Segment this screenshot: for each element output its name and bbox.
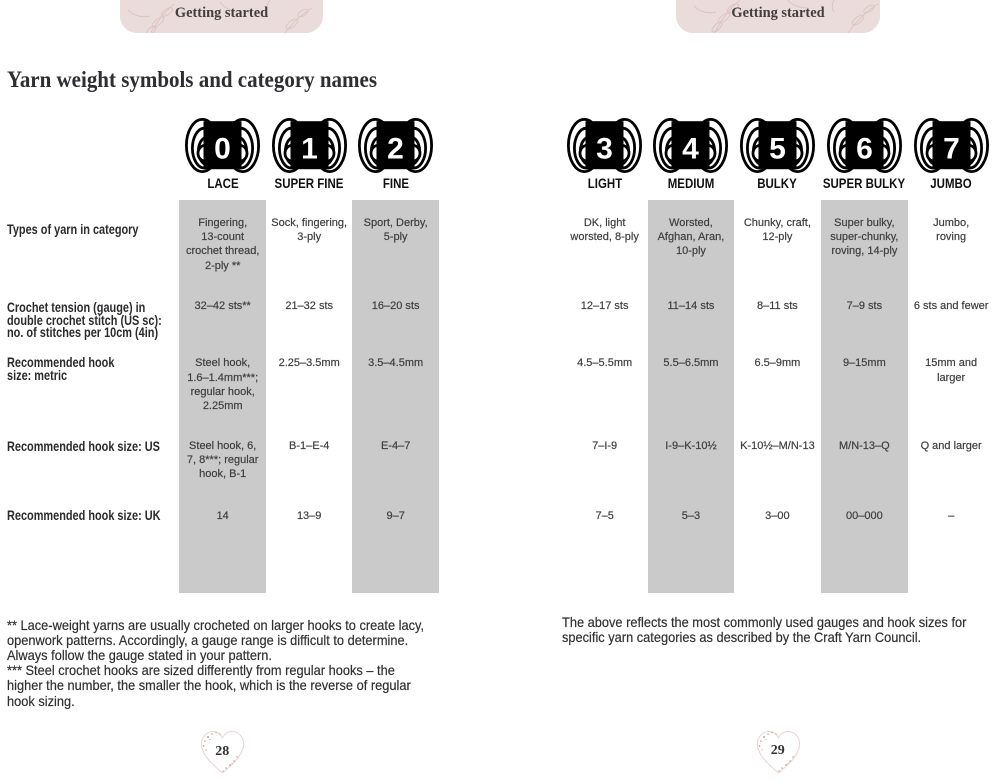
svg-text:5: 5	[769, 132, 786, 165]
svg-text:3: 3	[596, 132, 613, 165]
svg-text:1: 1	[301, 132, 318, 165]
svg-text:4: 4	[683, 132, 700, 165]
svg-text:6: 6	[856, 132, 873, 165]
svg-text:7: 7	[943, 132, 960, 165]
svg-text:0: 0	[214, 132, 231, 165]
svg-text:2: 2	[387, 132, 404, 165]
